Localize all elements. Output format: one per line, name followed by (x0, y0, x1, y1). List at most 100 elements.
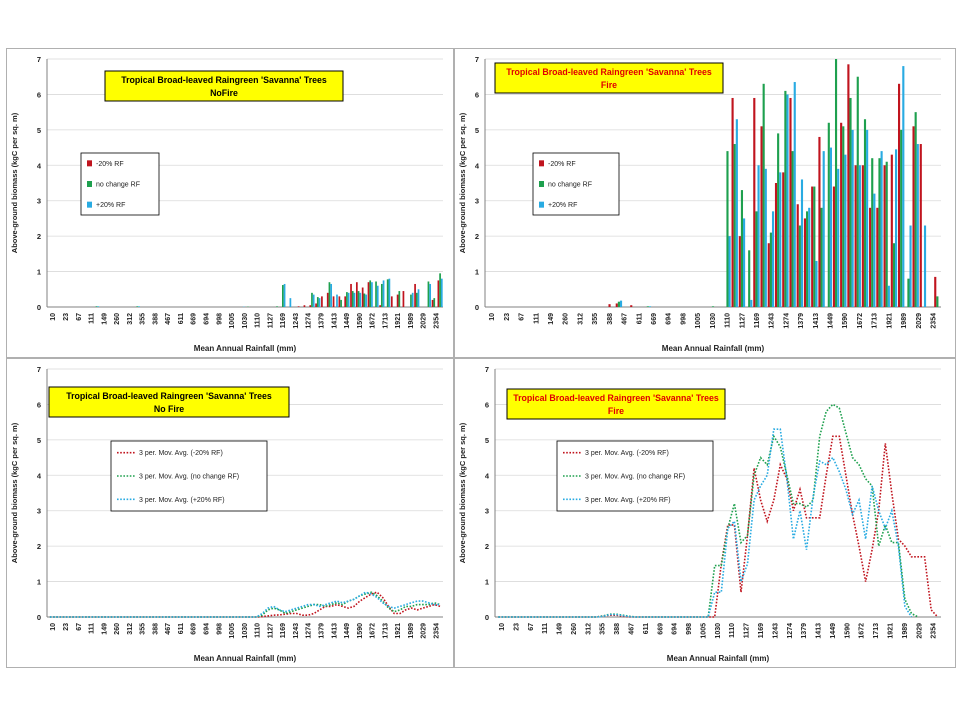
x-tick-label: 1989 (408, 313, 415, 329)
x-tick-label: 1921 (395, 623, 402, 639)
bar-high (388, 278, 391, 307)
bar-high (916, 144, 919, 307)
y-tick-label: 6 (37, 90, 41, 99)
bar-mid (784, 90, 787, 307)
legend-swatch (87, 160, 92, 167)
bar-low (789, 97, 792, 307)
x-tick-label: 998 (216, 313, 223, 325)
x-tick-label: 1921 (395, 313, 402, 329)
x-tick-label: 111 (533, 313, 540, 324)
bar-high (808, 207, 811, 307)
bar-mid (386, 279, 389, 307)
bar-high (359, 292, 362, 307)
bar-high (902, 66, 905, 307)
bar-mid (849, 97, 852, 307)
x-tick-label: 1921 (887, 623, 894, 639)
x-tick-label: 1713 (382, 313, 389, 329)
bar-low (326, 292, 329, 307)
y-tick-label: 0 (37, 303, 41, 312)
x-tick-label: 67 (76, 313, 83, 321)
x-tick-label: 669 (191, 623, 198, 635)
x-tick-label: 67 (519, 313, 526, 321)
bar-low (897, 83, 901, 307)
y-tick-label: 3 (475, 197, 479, 206)
bar-low (402, 291, 405, 307)
y-axis-title: Above-ground biomass (kgC per sq. m) (458, 112, 467, 253)
bar-mid (311, 292, 313, 307)
bar-mid (357, 291, 360, 307)
chart-subtitle: No Fire (154, 404, 184, 414)
bar-high (138, 306, 140, 307)
legend-label: +20% RF (96, 202, 125, 209)
bar-low (303, 305, 306, 307)
legend-label: -20% RF (96, 161, 124, 168)
x-tick-label: 1413 (331, 623, 338, 639)
bar-high (750, 299, 753, 307)
bar-low (367, 282, 370, 307)
legend-label: 3 per. Mov. Avg. (-20% RF) (139, 450, 223, 457)
x-tick-label: 1127 (739, 313, 746, 328)
bar-mid (95, 306, 98, 307)
legend-swatch (539, 160, 544, 167)
y-tick-label: 0 (475, 303, 479, 312)
bar-mid (340, 299, 342, 307)
chart-subtitle: Fire (608, 406, 624, 416)
bar-low (876, 207, 879, 307)
bar-mid (892, 243, 896, 307)
x-tick-label: 1921 (886, 313, 893, 329)
bar-mid (885, 161, 888, 307)
x-tick-label: 388 (152, 313, 159, 325)
x-tick-label: 67 (76, 623, 83, 631)
x-tick-label: 10 (489, 313, 496, 321)
legend-box (532, 152, 620, 216)
bar-mid (415, 292, 418, 307)
bar-low (832, 186, 835, 307)
x-tick-label: 467 (622, 313, 629, 325)
bar-high (800, 179, 804, 307)
bar-low (782, 172, 785, 307)
bar-mid (798, 225, 801, 307)
legend-swatch (87, 181, 92, 187)
bar-high (786, 94, 789, 307)
x-tick-label: 312 (577, 313, 584, 325)
y-tick-label: 5 (37, 126, 41, 135)
legend-label: 3 per. Mov. Avg. (no change RF) (585, 474, 685, 481)
bar-high (735, 119, 738, 307)
x-tick-label: 23 (63, 313, 70, 321)
x-tick-label: 1005 (229, 623, 236, 639)
x-tick-label: 2029 (421, 313, 428, 329)
bar-mid (439, 273, 441, 307)
legend-label: 3 per. Mov. Avg. (+20% RF) (139, 497, 225, 504)
x-tick-label: 1005 (695, 313, 702, 329)
series-line-high (49, 591, 441, 618)
y-tick-label: 4 (37, 161, 42, 170)
bar-low (344, 296, 347, 307)
x-tick-label: 388 (152, 623, 159, 635)
bar-high (283, 283, 286, 307)
x-tick-label: 1379 (318, 313, 325, 329)
x-tick-label: 149 (557, 623, 564, 635)
x-tick-label: 1989 (901, 313, 908, 329)
bar-low (315, 303, 317, 307)
x-tick-label: 1379 (798, 313, 805, 329)
x-tick-label: 1005 (229, 313, 236, 329)
chart-title: Tropical Broad-leaved Raingreen 'Savanna… (121, 75, 327, 85)
bar-mid (369, 280, 372, 307)
y-tick-label: 7 (475, 55, 479, 64)
bar-mid (380, 283, 383, 307)
bar-low (379, 305, 381, 307)
legend-label: +20% RF (548, 202, 577, 209)
bar-mid (791, 151, 794, 307)
bar-mid (914, 112, 917, 307)
x-tick-label: 1243 (293, 313, 300, 329)
legend-swatch (539, 181, 544, 187)
x-tick-label: 355 (592, 313, 599, 325)
y-axis-title: Above-ground biomass (kgC per sq. m) (10, 422, 19, 563)
bar-low (854, 165, 857, 307)
x-tick-label: 694 (204, 313, 211, 325)
series-line-low (49, 591, 441, 618)
y-tick-label: 6 (485, 400, 489, 409)
